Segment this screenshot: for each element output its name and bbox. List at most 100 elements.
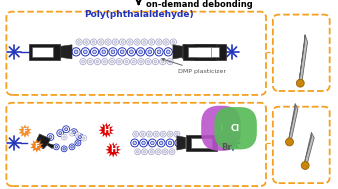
Circle shape bbox=[76, 134, 83, 140]
Circle shape bbox=[296, 79, 304, 87]
Circle shape bbox=[165, 41, 167, 43]
Circle shape bbox=[150, 41, 153, 43]
Bar bbox=[186, 135, 217, 151]
Circle shape bbox=[164, 150, 166, 153]
Circle shape bbox=[140, 139, 147, 147]
Circle shape bbox=[71, 132, 73, 134]
Polygon shape bbox=[177, 136, 186, 150]
Bar bbox=[194, 44, 226, 60]
Circle shape bbox=[143, 41, 146, 43]
Circle shape bbox=[135, 149, 141, 155]
Circle shape bbox=[286, 138, 293, 146]
Polygon shape bbox=[304, 132, 314, 166]
Circle shape bbox=[112, 39, 118, 45]
Circle shape bbox=[141, 39, 147, 45]
Circle shape bbox=[167, 131, 173, 137]
Circle shape bbox=[81, 48, 90, 56]
Polygon shape bbox=[173, 45, 183, 59]
Circle shape bbox=[152, 59, 159, 65]
Circle shape bbox=[93, 50, 96, 54]
Circle shape bbox=[80, 59, 86, 65]
Circle shape bbox=[154, 60, 157, 63]
Circle shape bbox=[168, 141, 172, 145]
Circle shape bbox=[103, 60, 106, 63]
Circle shape bbox=[140, 131, 145, 137]
Polygon shape bbox=[19, 124, 31, 138]
Circle shape bbox=[133, 131, 139, 137]
Polygon shape bbox=[30, 139, 43, 153]
Bar bbox=[183, 44, 216, 60]
Circle shape bbox=[163, 39, 169, 45]
Polygon shape bbox=[105, 142, 121, 158]
Circle shape bbox=[153, 131, 159, 137]
Circle shape bbox=[47, 134, 54, 140]
Circle shape bbox=[59, 132, 62, 135]
Circle shape bbox=[142, 149, 147, 155]
Circle shape bbox=[55, 146, 57, 148]
Circle shape bbox=[77, 142, 79, 144]
Circle shape bbox=[127, 48, 136, 56]
Circle shape bbox=[164, 48, 172, 56]
Circle shape bbox=[160, 141, 163, 145]
Circle shape bbox=[123, 59, 129, 65]
Circle shape bbox=[170, 39, 176, 45]
Circle shape bbox=[157, 50, 161, 54]
Circle shape bbox=[105, 39, 111, 45]
Text: on-demand debonding: on-demand debonding bbox=[146, 0, 253, 9]
Circle shape bbox=[78, 136, 81, 139]
Bar bbox=[29, 44, 60, 60]
Text: H: H bbox=[103, 126, 110, 135]
Circle shape bbox=[166, 50, 170, 54]
Circle shape bbox=[72, 131, 75, 134]
Circle shape bbox=[161, 60, 164, 63]
Circle shape bbox=[145, 59, 151, 65]
Circle shape bbox=[301, 162, 309, 169]
Circle shape bbox=[77, 134, 79, 136]
Circle shape bbox=[116, 59, 122, 65]
Circle shape bbox=[89, 60, 92, 63]
Circle shape bbox=[61, 146, 67, 152]
Circle shape bbox=[119, 39, 126, 45]
Circle shape bbox=[148, 139, 156, 147]
Circle shape bbox=[81, 135, 87, 141]
Circle shape bbox=[175, 139, 183, 147]
Circle shape bbox=[171, 150, 173, 153]
Circle shape bbox=[169, 60, 171, 63]
Circle shape bbox=[151, 141, 154, 145]
Circle shape bbox=[100, 48, 108, 56]
Bar bbox=[188, 47, 211, 57]
Circle shape bbox=[91, 39, 97, 45]
Circle shape bbox=[166, 139, 174, 147]
Circle shape bbox=[94, 59, 101, 65]
Circle shape bbox=[146, 48, 154, 56]
Polygon shape bbox=[60, 45, 72, 59]
Bar bbox=[191, 138, 212, 148]
Circle shape bbox=[98, 39, 104, 45]
Circle shape bbox=[118, 60, 121, 63]
Text: I: I bbox=[219, 124, 223, 133]
Polygon shape bbox=[288, 104, 295, 142]
Circle shape bbox=[169, 149, 175, 155]
Circle shape bbox=[118, 48, 126, 56]
Circle shape bbox=[134, 39, 140, 45]
Circle shape bbox=[132, 60, 135, 63]
Circle shape bbox=[102, 59, 108, 65]
Circle shape bbox=[157, 139, 165, 147]
Circle shape bbox=[53, 144, 59, 150]
Circle shape bbox=[177, 141, 180, 145]
Circle shape bbox=[82, 137, 85, 139]
Circle shape bbox=[133, 141, 137, 145]
Circle shape bbox=[109, 48, 117, 56]
Circle shape bbox=[96, 60, 99, 63]
Circle shape bbox=[91, 48, 99, 56]
Circle shape bbox=[111, 60, 113, 63]
Polygon shape bbox=[288, 104, 298, 142]
Polygon shape bbox=[183, 45, 194, 59]
Circle shape bbox=[63, 126, 70, 133]
Circle shape bbox=[148, 39, 155, 45]
Circle shape bbox=[142, 141, 145, 145]
Circle shape bbox=[61, 134, 67, 140]
Text: Cl: Cl bbox=[231, 124, 240, 133]
Text: H: H bbox=[110, 145, 116, 154]
Circle shape bbox=[162, 133, 165, 136]
